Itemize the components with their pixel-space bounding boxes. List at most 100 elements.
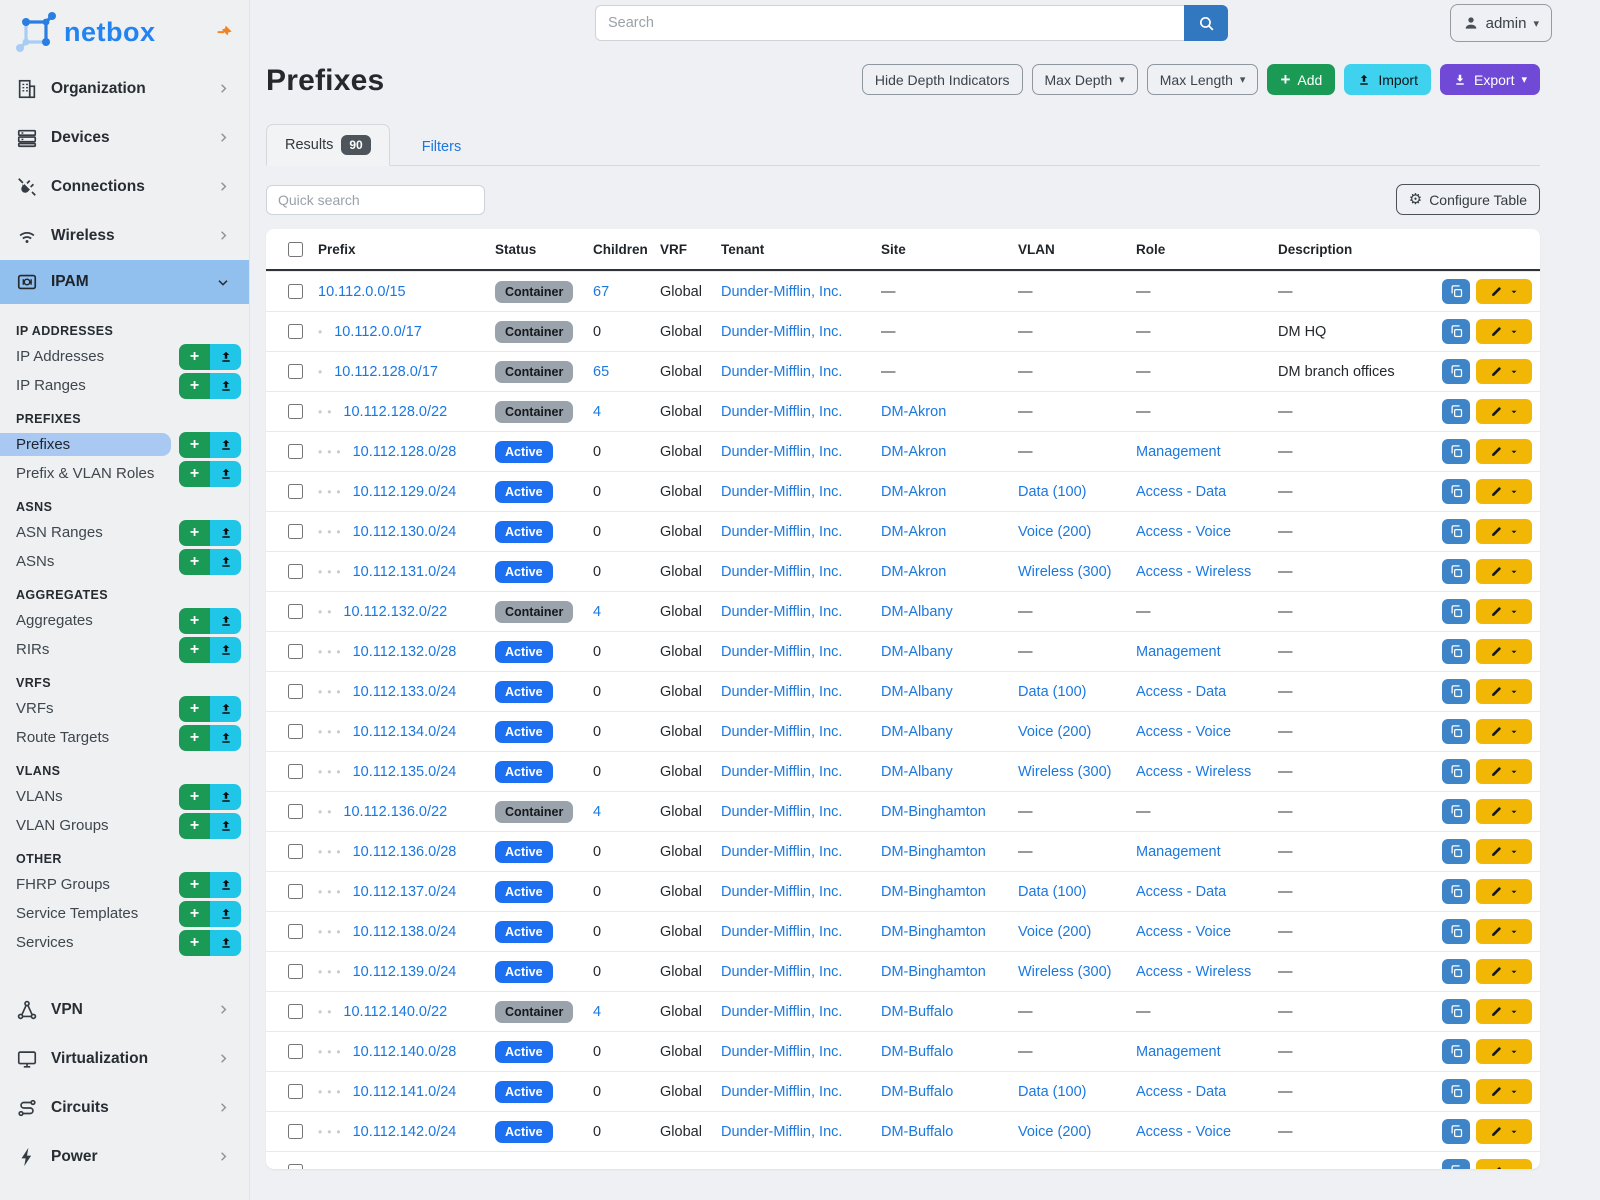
- sidebar-item-devices[interactable]: Devices: [0, 113, 249, 162]
- role-link[interactable]: Access - Wireless: [1136, 763, 1252, 780]
- tab-filters[interactable]: Filters: [421, 139, 462, 155]
- prefix-link[interactable]: 10.112.133.0/24: [352, 683, 457, 700]
- sidebar-item-ip-addresses[interactable]: IP Addresses: [16, 348, 105, 365]
- copy-button[interactable]: [1442, 719, 1470, 744]
- prefix-link[interactable]: 10.112.128.0/22: [343, 403, 448, 420]
- import-ip-addresses-button[interactable]: [210, 343, 241, 370]
- row-checkbox[interactable]: [288, 1004, 303, 1019]
- add-aggregates-button[interactable]: +: [179, 607, 210, 634]
- sidebar-item-vlans[interactable]: VLANs: [16, 788, 63, 805]
- copy-button[interactable]: [1442, 839, 1470, 864]
- site-link[interactable]: DM-Binghamton: [881, 843, 986, 860]
- tab-results[interactable]: Results 90: [266, 124, 390, 166]
- children-link[interactable]: 4: [593, 403, 602, 420]
- tenant-link[interactable]: Dunder-Mifflin, Inc.: [721, 363, 843, 380]
- role-link[interactable]: Access - Data: [1136, 1083, 1227, 1100]
- role-link[interactable]: Access - Wireless: [1136, 563, 1252, 580]
- add-asn-ranges-button[interactable]: +: [179, 519, 210, 546]
- prefix-link[interactable]: 10.112.131.0/24: [352, 563, 457, 580]
- vlan-link[interactable]: Voice (200): [1018, 523, 1092, 540]
- tenant-link[interactable]: Dunder-Mifflin, Inc.: [721, 443, 843, 460]
- sidebar-item-asn-ranges[interactable]: ASN Ranges: [16, 524, 103, 541]
- column-header-description[interactable]: Description: [1278, 241, 1353, 257]
- row-checkbox[interactable]: [288, 804, 303, 819]
- add-prefixes-button[interactable]: +: [179, 431, 210, 458]
- tenant-link[interactable]: Dunder-Mifflin, Inc.: [721, 1043, 843, 1060]
- sidebar-item-wireless[interactable]: Wireless: [0, 211, 249, 260]
- prefix-link[interactable]: 10.112.132.0/28: [352, 643, 457, 660]
- copy-button[interactable]: [1442, 599, 1470, 624]
- edit-dropdown-button[interactable]: [1476, 359, 1532, 384]
- tenant-link[interactable]: Dunder-Mifflin, Inc.: [721, 403, 843, 420]
- pin-sidebar-icon[interactable]: [215, 22, 235, 42]
- import-ip-ranges-button[interactable]: [210, 372, 241, 399]
- edit-dropdown-button[interactable]: [1476, 679, 1532, 704]
- sidebar-item-ip-ranges[interactable]: IP Ranges: [16, 377, 86, 394]
- row-checkbox[interactable]: [288, 1124, 303, 1139]
- tenant-link[interactable]: Dunder-Mifflin, Inc.: [721, 963, 843, 980]
- row-checkbox[interactable]: [288, 564, 303, 579]
- edit-dropdown-button[interactable]: [1476, 999, 1532, 1024]
- column-header-vrf[interactable]: VRF: [660, 241, 687, 257]
- copy-button[interactable]: [1442, 519, 1470, 544]
- tenant-link[interactable]: Dunder-Mifflin, Inc.: [721, 803, 843, 820]
- edit-dropdown-button[interactable]: [1476, 919, 1532, 944]
- column-header-vlan[interactable]: VLAN: [1018, 241, 1055, 257]
- row-checkbox[interactable]: [288, 364, 303, 379]
- tenant-link[interactable]: Dunder-Mifflin, Inc.: [721, 323, 843, 340]
- edit-dropdown-button[interactable]: [1476, 1159, 1532, 1169]
- sidebar-item-circuits[interactable]: Circuits: [0, 1083, 249, 1132]
- copy-button[interactable]: [1442, 399, 1470, 424]
- sidebar-item-asns[interactable]: ASNs: [16, 553, 55, 570]
- prefix-link[interactable]: 10.112.0.0/17: [334, 323, 422, 340]
- tenant-link[interactable]: Dunder-Mifflin, Inc.: [721, 643, 843, 660]
- import-route-targets-button[interactable]: [210, 724, 241, 751]
- tenant-link[interactable]: Dunder-Mifflin, Inc.: [721, 763, 843, 780]
- import-prefix-vlan-roles-button[interactable]: [210, 460, 241, 487]
- tenant-link[interactable]: Dunder-Mifflin, Inc.: [721, 1083, 843, 1100]
- edit-dropdown-button[interactable]: [1476, 799, 1532, 824]
- netbox-logo-icon[interactable]: [14, 10, 58, 54]
- column-header-role[interactable]: Role: [1136, 241, 1166, 257]
- edit-dropdown-button[interactable]: [1476, 1079, 1532, 1104]
- children-link[interactable]: 4: [593, 603, 602, 620]
- role-link[interactable]: Management: [1136, 1043, 1221, 1060]
- max-depth-dropdown[interactable]: Max Depth ▾: [1031, 64, 1138, 95]
- vlan-link[interactable]: Voice (200): [1018, 923, 1092, 940]
- brand-name[interactable]: netbox: [64, 16, 156, 47]
- edit-dropdown-button[interactable]: [1476, 399, 1532, 424]
- tenant-link[interactable]: Dunder-Mifflin, Inc.: [721, 683, 843, 700]
- tenant-link[interactable]: Dunder-Mifflin, Inc.: [721, 563, 843, 580]
- edit-dropdown-button[interactable]: [1476, 599, 1532, 624]
- row-checkbox[interactable]: [288, 964, 303, 979]
- site-link[interactable]: DM-Binghamton: [881, 923, 986, 940]
- children-link[interactable]: 65: [593, 363, 610, 380]
- sidebar-item-route-targets[interactable]: Route Targets: [16, 729, 110, 746]
- vlan-link[interactable]: Voice (200): [1018, 723, 1092, 740]
- edit-dropdown-button[interactable]: [1476, 519, 1532, 544]
- tenant-link[interactable]: Dunder-Mifflin, Inc.: [721, 603, 843, 620]
- site-link[interactable]: DM-Albany: [881, 603, 953, 620]
- role-link[interactable]: Management: [1136, 643, 1221, 660]
- add-vlans-button[interactable]: +: [179, 783, 210, 810]
- row-checkbox[interactable]: [288, 884, 303, 899]
- copy-button[interactable]: [1442, 759, 1470, 784]
- sidebar-item-power[interactable]: Power: [0, 1132, 249, 1181]
- site-link[interactable]: DM-Albany: [881, 723, 953, 740]
- edit-dropdown-button[interactable]: [1476, 439, 1532, 464]
- sidebar-item-fhrp-groups[interactable]: FHRP Groups: [16, 876, 110, 893]
- add-asns-button[interactable]: +: [179, 548, 210, 575]
- role-link[interactable]: Access - Voice: [1136, 923, 1232, 940]
- hide-depth-indicators-button[interactable]: Hide Depth Indicators: [861, 64, 1023, 95]
- add-button[interactable]: + Add: [1267, 64, 1336, 95]
- role-link[interactable]: Access - Voice: [1136, 723, 1232, 740]
- max-length-dropdown[interactable]: Max Length ▾: [1146, 64, 1259, 95]
- prefix-link[interactable]: 10.112.128.0/17: [334, 363, 438, 380]
- row-checkbox[interactable]: [288, 924, 303, 939]
- site-link[interactable]: DM-Akron: [881, 483, 947, 500]
- add-ip-addresses-button[interactable]: +: [179, 343, 210, 370]
- tenant-link[interactable]: Dunder-Mifflin, Inc.: [721, 283, 843, 300]
- site-link[interactable]: DM-Buffalo: [881, 1043, 954, 1060]
- prefix-link[interactable]: 10.112.0.0/15: [318, 283, 406, 300]
- tenant-link[interactable]: Dunder-Mifflin, Inc.: [721, 923, 843, 940]
